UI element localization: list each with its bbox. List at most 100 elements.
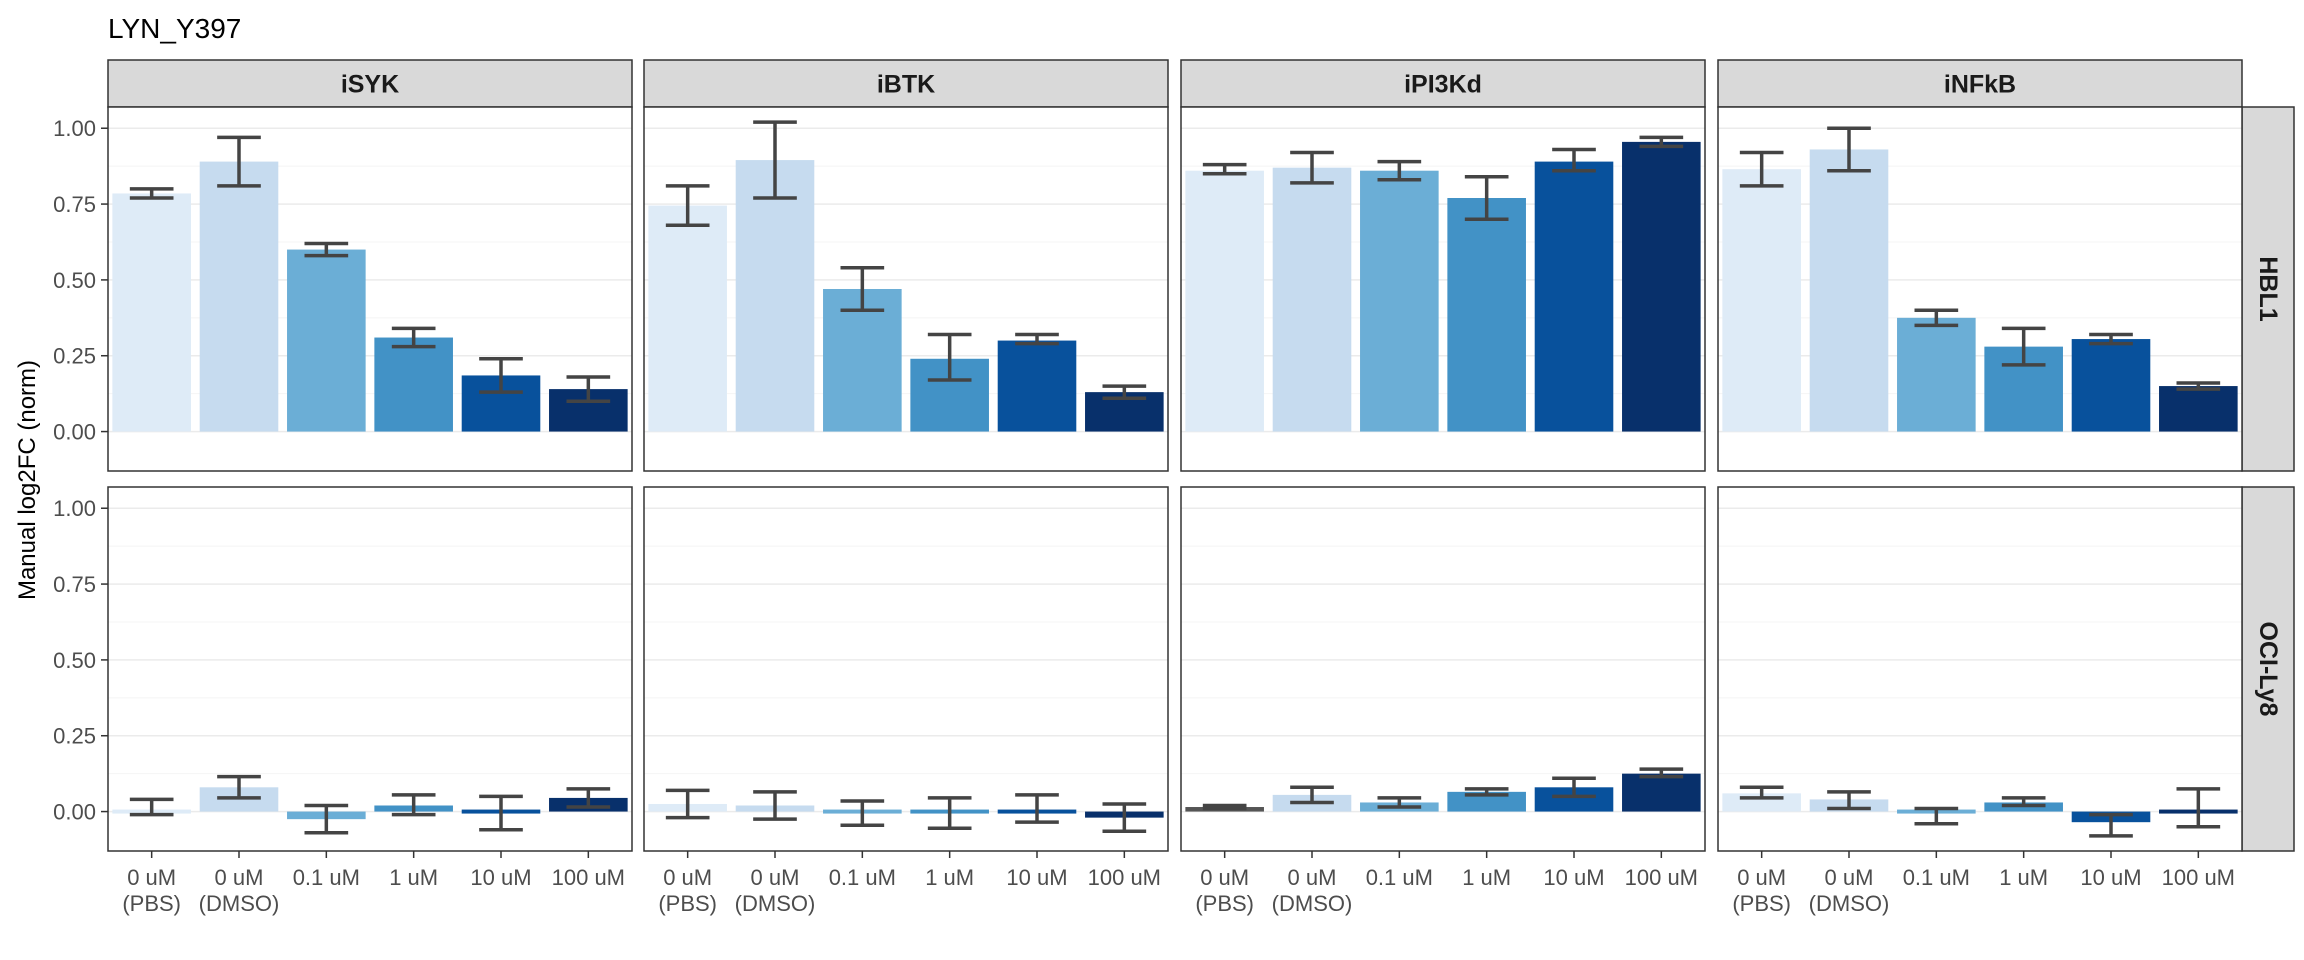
x-tick-label-line: (DMSO) bbox=[735, 891, 816, 916]
y-tick-label: 1.00 bbox=[53, 116, 96, 141]
column-strip-label: iSYK bbox=[341, 71, 399, 99]
column-strip-label: iPI3Kd bbox=[1404, 71, 1482, 99]
x-tick-label: 0.1 uM bbox=[1366, 865, 1433, 890]
x-tick-label-line: (PBS) bbox=[658, 891, 717, 916]
bar bbox=[823, 289, 902, 432]
x-tick-label: 0 uM (DMSO) bbox=[735, 865, 816, 916]
column-strip bbox=[643, 59, 1169, 108]
x-tick-label-line: 0.1 uM bbox=[293, 865, 360, 890]
x-tick-label-line: 100 uM bbox=[552, 865, 625, 890]
bar bbox=[1447, 198, 1526, 432]
bar bbox=[2071, 339, 2151, 432]
x-tick-label: 1 uM bbox=[925, 865, 974, 890]
x-tick-label-line: 100 uM bbox=[2162, 865, 2235, 890]
x-tick-label-line: 0 uM bbox=[127, 865, 176, 890]
column-strip-label: iNFkB bbox=[1944, 71, 2016, 99]
panel-HBL1-iPI3Kd bbox=[1180, 106, 1706, 472]
y-tick-label: 0.00 bbox=[53, 420, 96, 445]
panel-border bbox=[107, 106, 633, 472]
panel-HBL1-iSYK bbox=[107, 106, 633, 472]
x-tick-label-line: (DMSO) bbox=[199, 891, 280, 916]
x-tick-label: 1 uM bbox=[1999, 865, 2048, 890]
panel-OCI-Ly8-iSYK bbox=[107, 486, 633, 852]
bar bbox=[1185, 170, 1264, 432]
y-tick-label: 0.00 bbox=[53, 800, 96, 825]
y-tick-label: 1.00 bbox=[53, 496, 96, 521]
column-strip bbox=[107, 59, 633, 108]
x-tick-label: 1 uM bbox=[389, 865, 438, 890]
panels-layer: iSYK iBTK iPI3Kd iNFkB HBL1 OCI-Ly8 0.00 0.25 0.… bbox=[53, 59, 2295, 916]
x-tick-label-line: 1 uM bbox=[1462, 865, 1511, 890]
x-tick-label-line: (DMSO) bbox=[1809, 891, 1890, 916]
bar bbox=[1897, 317, 1976, 432]
panel-background bbox=[108, 107, 632, 471]
x-tick-label-line: (PBS) bbox=[1732, 891, 1791, 916]
x-tick-label-line: 0.1 uM bbox=[1366, 865, 1433, 890]
x-tick-label-line: (PBS) bbox=[122, 891, 181, 916]
row-strip bbox=[2241, 106, 2295, 472]
x-tick-label: 0 uM (DMSO) bbox=[1809, 865, 1890, 916]
y-tick-label: 0.75 bbox=[53, 192, 96, 217]
x-tick-label: 10 uM bbox=[1006, 865, 1067, 890]
panel-border bbox=[1180, 106, 1706, 472]
x-tick-label: 0 uM (PBS) bbox=[122, 865, 181, 916]
panel-background bbox=[1181, 487, 1705, 851]
x-tick-label-line: 0 uM bbox=[1288, 865, 1337, 890]
x-tick-label-line: 10 uM bbox=[470, 865, 531, 890]
x-tick-label-line: 0 uM bbox=[1825, 865, 1874, 890]
x-tick-label: 0.1 uM bbox=[829, 865, 896, 890]
bar bbox=[735, 160, 815, 432]
x-tick-label-line: 0 uM bbox=[1200, 865, 1249, 890]
row-strip-label: HBL1 bbox=[2254, 256, 2282, 321]
panel-OCI-Ly8-iBTK bbox=[643, 486, 1169, 852]
row-strip-label: OCI-Ly8 bbox=[2254, 622, 2282, 717]
x-tick-label-line: 0 uM bbox=[663, 865, 712, 890]
panel-border bbox=[1717, 486, 2243, 852]
x-tick-label: 0.1 uM bbox=[1903, 865, 1970, 890]
bar bbox=[1809, 149, 1889, 432]
panel-border bbox=[643, 486, 1169, 852]
bar bbox=[374, 337, 453, 432]
y-tick-label: 0.25 bbox=[53, 724, 96, 749]
x-tick-label-line: 10 uM bbox=[1543, 865, 1604, 890]
bar bbox=[112, 193, 191, 432]
bar bbox=[199, 161, 279, 432]
bar bbox=[1360, 170, 1439, 432]
y-tick-label: 0.25 bbox=[53, 344, 96, 369]
panel-OCI-Ly8-iPI3Kd bbox=[1180, 486, 1706, 852]
x-tick-label-line: 0 uM bbox=[751, 865, 800, 890]
panel-OCI-Ly8-iNFkB bbox=[1717, 486, 2243, 852]
bar bbox=[1447, 791, 1526, 812]
x-tick-label-line: 1 uM bbox=[925, 865, 974, 890]
x-tick-label-line: (PBS) bbox=[1195, 891, 1254, 916]
bar bbox=[1722, 169, 1801, 432]
x-tick-label: 100 uM bbox=[552, 865, 625, 890]
x-tick-label-line: 0 uM bbox=[1737, 865, 1786, 890]
panel-HBL1-iBTK bbox=[643, 106, 1169, 472]
x-tick-label: 0 uM (PBS) bbox=[1195, 865, 1254, 916]
bar bbox=[997, 340, 1077, 432]
y-tick-label: 0.50 bbox=[53, 648, 96, 673]
bar bbox=[1534, 161, 1614, 432]
panel-background bbox=[644, 487, 1168, 851]
panel-background bbox=[1181, 107, 1705, 471]
column-strip bbox=[1180, 59, 1706, 108]
chart-title: LYN_Y397 bbox=[108, 13, 241, 44]
x-tick-label-line: 10 uM bbox=[1006, 865, 1067, 890]
x-tick-label: 100 uM bbox=[1625, 865, 1698, 890]
x-tick-label: 0 uM (PBS) bbox=[1732, 865, 1791, 916]
x-tick-label: 10 uM bbox=[1543, 865, 1604, 890]
x-tick-label: 100 uM bbox=[1088, 865, 1161, 890]
y-tick-label: 0.50 bbox=[53, 268, 96, 293]
x-tick-label-line: 0.1 uM bbox=[829, 865, 896, 890]
bar bbox=[648, 205, 727, 432]
panel-border bbox=[107, 486, 633, 852]
y-tick-label: 0.75 bbox=[53, 572, 96, 597]
x-tick-label-line: 0.1 uM bbox=[1903, 865, 1970, 890]
x-tick-label: 0 uM (DMSO) bbox=[1272, 865, 1353, 916]
x-tick-label: 0 uM (PBS) bbox=[658, 865, 717, 916]
bar bbox=[1622, 141, 1701, 432]
x-tick-label: 100 uM bbox=[2162, 865, 2235, 890]
x-tick-label-line: 100 uM bbox=[1088, 865, 1161, 890]
